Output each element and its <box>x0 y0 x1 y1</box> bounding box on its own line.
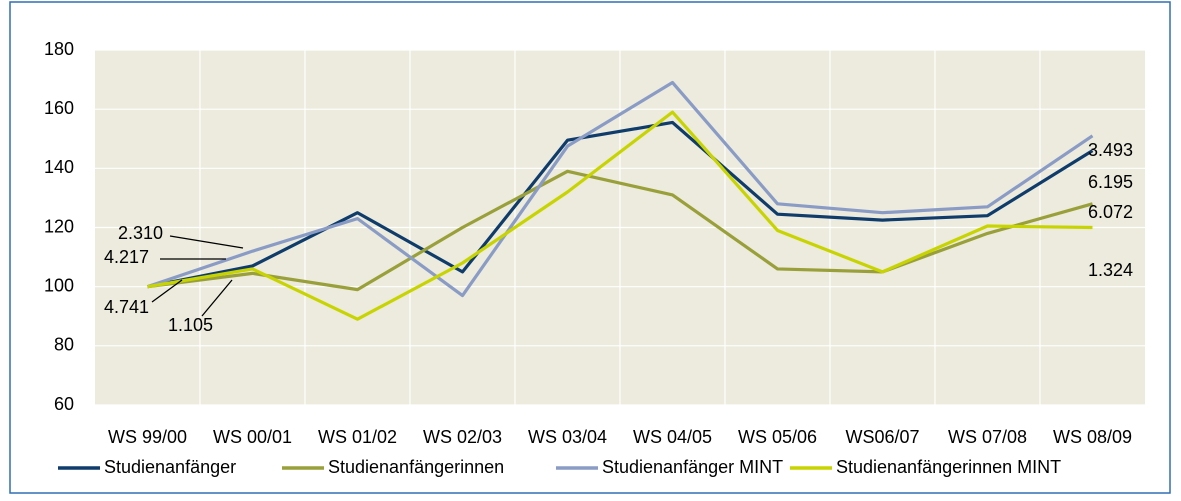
annotation: 3.493 <box>1088 140 1133 160</box>
annotation: 6.195 <box>1088 172 1133 192</box>
y-tick-label: 180 <box>44 39 74 59</box>
annotation: 4.217 <box>104 247 149 267</box>
series-line <box>147 169 1093 292</box>
y-tick-label: 60 <box>54 394 74 414</box>
series-line <box>147 110 1093 321</box>
x-tick-label: WS 02/03 <box>423 427 502 447</box>
x-tick-label: WS 03/04 <box>528 427 607 447</box>
annotation: 2.310 <box>118 223 163 243</box>
legend-label: Studienanfängerinnen MINT <box>836 457 1061 477</box>
x-tick-label: WS06/07 <box>845 427 919 447</box>
legend-label: Studienanfängerinnen <box>328 457 504 477</box>
x-tick-label: WS 01/02 <box>318 427 397 447</box>
x-tick-label: WS 00/01 <box>213 427 292 447</box>
legend-label: Studienanfänger <box>104 457 236 477</box>
x-tick-label: WS 05/06 <box>738 427 817 447</box>
series-line <box>146 80 1094 298</box>
y-tick-label: 100 <box>44 275 74 295</box>
x-tick-label: WS 04/05 <box>633 427 712 447</box>
annotation-leaders <box>151 235 244 317</box>
x-tick-label: WS 99/00 <box>108 427 187 447</box>
y-tick-label: 80 <box>54 335 74 355</box>
series-line <box>147 120 1094 289</box>
y-tick-label: 160 <box>44 98 74 118</box>
annotation: 1.105 <box>168 315 213 335</box>
annotation: 1.324 <box>1088 260 1133 280</box>
x-tick-label: WS 07/08 <box>948 427 1027 447</box>
y-tick-label: 120 <box>44 216 74 236</box>
annotation: 4.741 <box>104 297 149 317</box>
x-tick-label: WS 08/09 <box>1053 427 1132 447</box>
y-tick-label: 140 <box>44 157 74 177</box>
annotation: 6.072 <box>1088 202 1133 222</box>
legend-label: Studienanfänger MINT <box>602 457 783 477</box>
